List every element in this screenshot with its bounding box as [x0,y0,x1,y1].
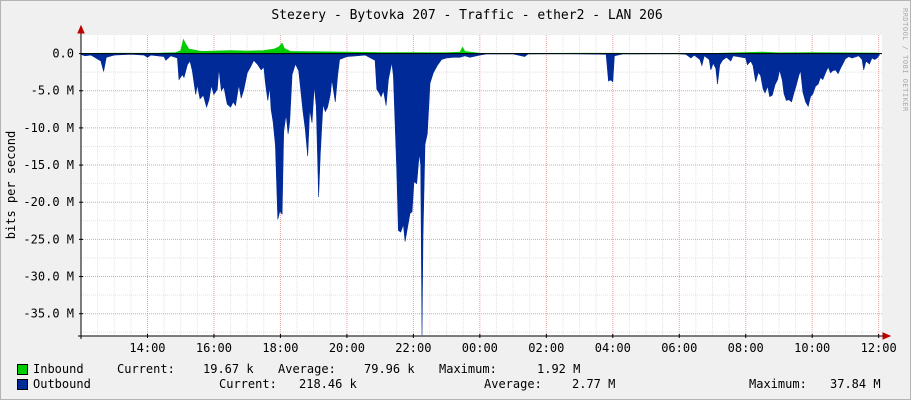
y-tick-label: -5.0 M [31,84,74,98]
x-tick-label: 18:00 [262,341,298,355]
legend-inbound-maximum: 1.92 M [537,362,581,376]
y-tick-label: -30.0 M [23,270,74,284]
x-axis-arrow [882,332,892,340]
x-tick-label: 10:00 [794,341,830,355]
y-tick-label: 0.0 [52,47,74,61]
legend-inbound-maximum-text: Maximum: [439,362,497,376]
legend-inbound-current: 19.67 k [203,362,254,376]
legend-inbound-maximum-value: 1.92 M [537,362,580,376]
y-tick-label: -10.0 M [23,121,74,135]
legend-inbound-current-text: Current: [117,362,175,376]
legend-outbound-maximum-value: 37.84 M [830,377,881,391]
x-tick-label: 22:00 [395,341,431,355]
legend-outbound-maximum-text: Maximum: [749,377,807,391]
x-tick-label: 04:00 [595,341,631,355]
x-tick-label: 08:00 [728,341,764,355]
legend-outbound-name: Outbound [33,377,91,391]
legend-outbound-maximum: 37.84 M [830,377,881,391]
legend-outbound-current-text: Current: [219,377,277,391]
rrdtool-credit: RRDTOOL / TOBI OETIKER [901,8,909,112]
x-tick-label: 14:00 [129,341,165,355]
x-tick-label: 00:00 [462,341,498,355]
area-outbound [81,53,880,336]
legend-outbound-current-label: Current: [219,377,277,391]
x-tick-label: 12:00 [861,341,897,355]
legend-inbound-current-label: Current: [117,362,175,376]
y-axis-arrow [77,24,85,34]
y-tick-label: -35.0 M [23,307,74,321]
legend-outbound-current-value: 218.46 k [299,377,357,391]
legend-inbound-average-value: 79.96 k [364,362,415,376]
inbound-swatch [17,364,28,375]
legend-inbound-name: Inbound [33,362,84,376]
tick-labels: 14:00 16:00 18:00 20:00 22:00 00:00 02:00 04:00… [23,47,896,355]
legend-outbound-average-value: 2.77 M [572,377,615,391]
legend-inbound: Inbound [33,362,84,376]
legend-inbound-current-value: 19.67 k [203,362,254,376]
x-tick-label: 02:00 [528,341,564,355]
area-inbound [81,38,879,54]
axes [77,24,892,340]
x-tick-label: 20:00 [329,341,365,355]
outbound-swatch [17,379,28,390]
legend-inbound-average-label: Average: [278,362,336,376]
legend-inbound-maximum-label: Maximum: [439,362,497,376]
legend-inbound-average: 79.96 k [364,362,415,376]
legend-outbound-average: 2.77 M [572,377,616,391]
chart-title: Stezery - Bytovka 207 - Traffic - ether2… [271,8,662,23]
y-axis-label: bits per second [4,131,18,239]
data-areas [81,38,880,336]
legend-outbound: Outbound [33,377,91,391]
legend-outbound-maximum-label: Maximum: [749,377,807,391]
y-tick-label: -15.0 M [23,158,74,172]
legend-outbound-average-label: Average: [484,377,542,391]
x-tick-label: 16:00 [196,341,232,355]
x-tick-label: 06:00 [661,341,697,355]
legend-outbound-current: 218.46 k [299,377,357,391]
legend-outbound-average-text: Average: [484,377,542,391]
y-tick-label: -20.0 M [23,195,74,209]
y-tick-label: -25.0 M [23,232,74,246]
legend-inbound-average-text: Average: [278,362,336,376]
